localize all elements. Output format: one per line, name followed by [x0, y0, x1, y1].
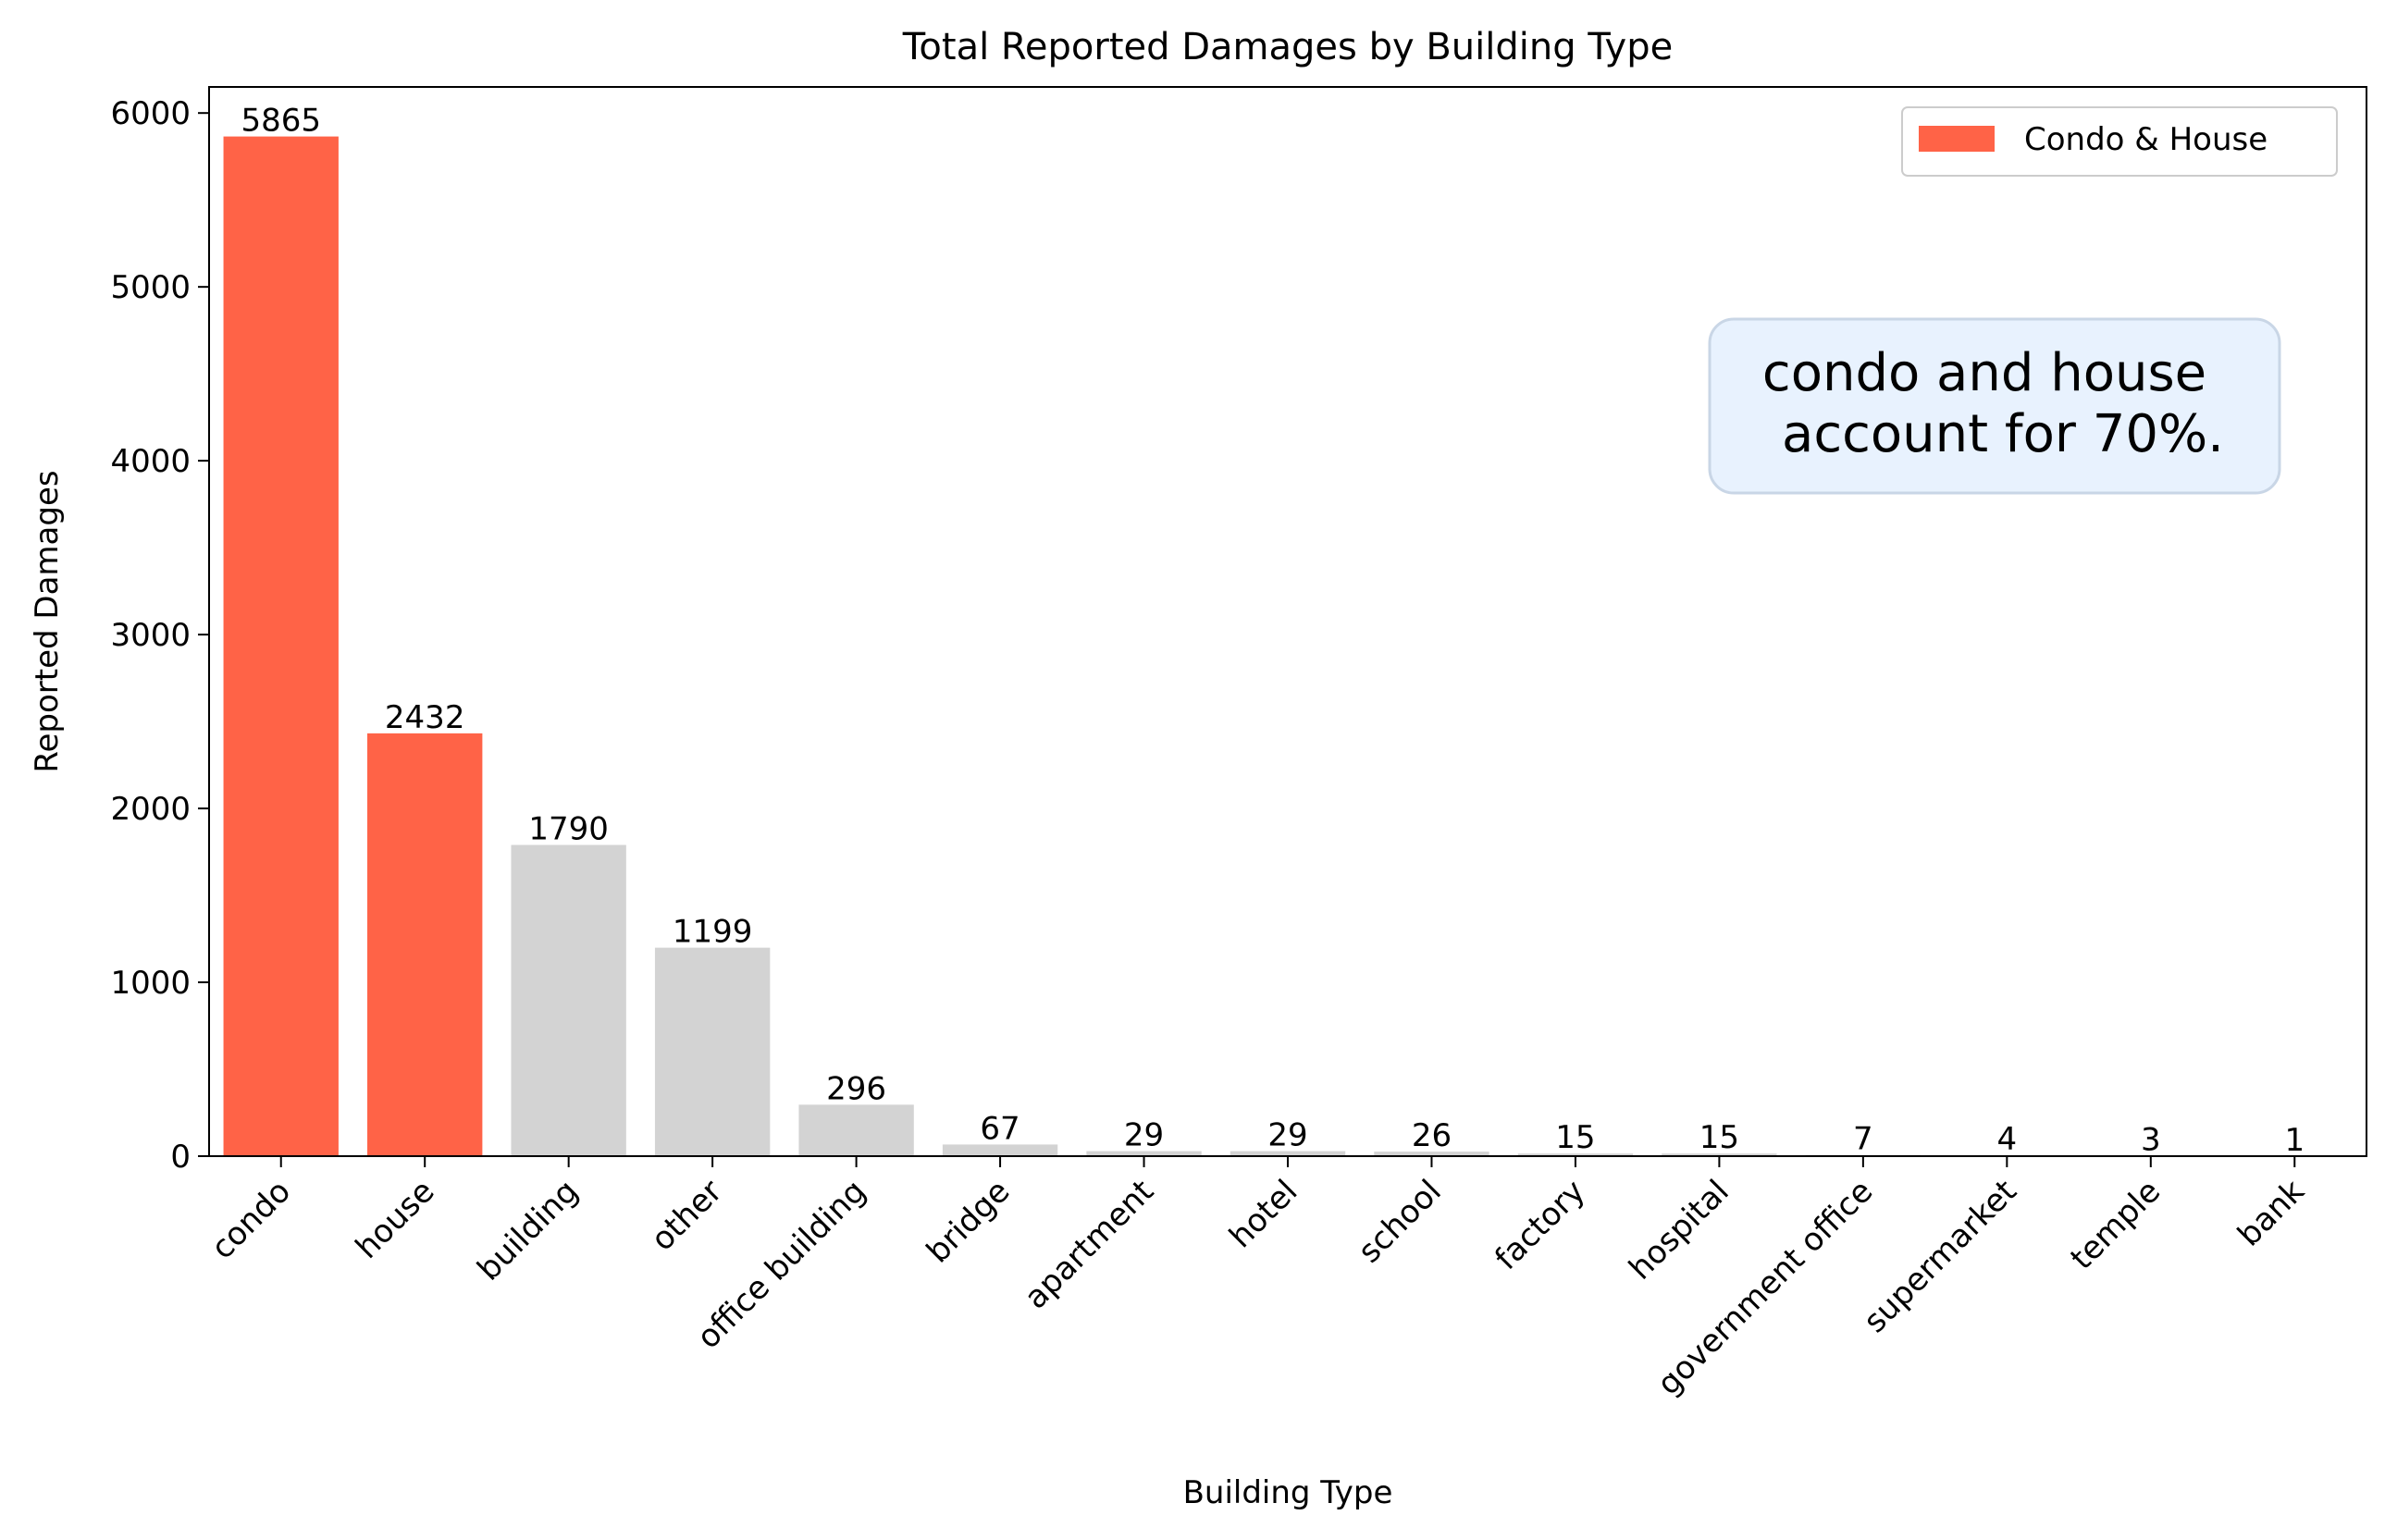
- y-tick-label: 0: [170, 1139, 191, 1176]
- bar-other: [654, 947, 771, 1156]
- bar-school: [1374, 1152, 1489, 1156]
- bar-value-label: 67: [980, 1110, 1019, 1147]
- annotation: condo and house account for 70%.: [1708, 317, 2281, 495]
- bar-value-label: 1199: [673, 914, 753, 951]
- bar-value-label: 296: [826, 1070, 886, 1107]
- bars-group: [223, 136, 2353, 1157]
- value-labels-group: 5865 2432 1790 1199 296 67 29 29 26 15 15 7 4 3 1: [241, 103, 2305, 1159]
- bar-condo: [223, 136, 339, 1157]
- bar-bridge: [942, 1144, 1058, 1156]
- y-tick-label: 3000: [110, 617, 191, 654]
- bar-value-label: 26: [1412, 1117, 1452, 1154]
- y-tick-label: 4000: [110, 443, 191, 480]
- legend-label: Condo & House: [2024, 121, 2268, 158]
- bar-hotel: [1230, 1151, 1346, 1156]
- bar-office-building: [798, 1104, 914, 1156]
- bar-value-label: 5865: [241, 103, 321, 140]
- bar-value-label: 3: [2141, 1121, 2161, 1158]
- y-tick-label: 5000: [110, 269, 191, 306]
- bar-value-label: 4: [1997, 1121, 2018, 1158]
- bar-value-label: 2432: [385, 699, 465, 736]
- y-axis: 0 1000 2000 3000 4000 5000 6000: [110, 95, 209, 1176]
- legend-swatch: [1919, 126, 1995, 152]
- annotation-line-1: condo and house: [1762, 343, 2206, 403]
- y-axis-label: Reported Damages: [29, 470, 66, 772]
- bar-value-label: 29: [1267, 1117, 1307, 1154]
- bar-factory: [1517, 1153, 1634, 1156]
- bar-house: [367, 733, 483, 1156]
- bar-value-label: 29: [1124, 1117, 1164, 1154]
- x-axis-label: Building Type: [1183, 1474, 1393, 1511]
- bar-apartment: [1086, 1151, 1202, 1156]
- annotation-line-2: account for 70%.: [1782, 404, 2224, 464]
- legend-box: [1901, 106, 2338, 177]
- bar-value-label: 1790: [528, 811, 609, 848]
- chart-title: Total Reported Damages by Building Type: [902, 26, 1673, 68]
- legend: Condo & House: [1901, 106, 2338, 177]
- bar-building: [511, 844, 626, 1156]
- bar-value-label: 1: [2284, 1122, 2305, 1159]
- bar-value-label: 15: [1699, 1119, 1739, 1156]
- y-tick-label: 1000: [110, 965, 191, 1002]
- bar-hospital: [1662, 1153, 1777, 1156]
- y-tick-label: 2000: [110, 791, 191, 828]
- y-tick-label: 6000: [110, 95, 191, 132]
- annotation-box: [1708, 317, 2281, 495]
- bar-value-label: 15: [1555, 1119, 1595, 1156]
- bar-value-label: 7: [1853, 1121, 1873, 1158]
